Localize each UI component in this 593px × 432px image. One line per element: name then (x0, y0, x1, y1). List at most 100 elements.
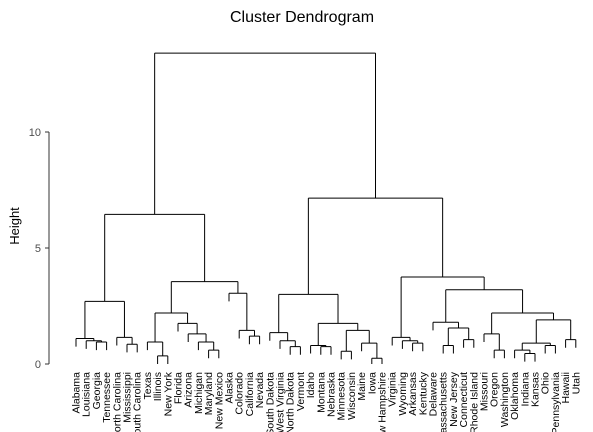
merge-branch (238, 329, 255, 339)
merge-branch (75, 337, 95, 347)
leaf-label: Nebraska (326, 372, 338, 417)
leaf-label: California (244, 372, 256, 417)
leaf-label: New Jersey (448, 371, 460, 427)
leaf-label: Alabama (71, 372, 83, 414)
leaf-label: Wisconsin (346, 372, 358, 420)
merge-branch (170, 281, 239, 313)
leaf-label: Michigan (193, 372, 205, 414)
leaf-label: Pennsylvania (550, 372, 562, 432)
leaf-label: Colorado (234, 372, 246, 415)
merge-branch (463, 339, 475, 348)
merge-branch (345, 329, 370, 352)
leaf-label: New Hampshire (377, 372, 389, 432)
merge-branch (483, 333, 500, 351)
leaf-label: Oregon (489, 372, 501, 407)
merge-branch (401, 340, 419, 349)
merge-branch (514, 349, 531, 359)
merge-branch (104, 213, 206, 302)
merge-branch (491, 312, 554, 334)
merge-branch (361, 342, 378, 359)
dendrogram-branches (75, 52, 577, 364)
merge-branch (279, 340, 296, 349)
merge-branch (116, 336, 133, 346)
leaf-label: Utah (570, 372, 582, 394)
leaf-label: Vermont (295, 372, 307, 411)
merge-branch (95, 341, 108, 351)
y-axis: 0 5 10 (29, 127, 50, 371)
leaf-label: Idaho (305, 372, 317, 398)
leaf-label: Wyoming (397, 372, 409, 416)
leaf-label: North Carolina (111, 372, 123, 432)
merge-branch (371, 357, 383, 364)
leaf-label: Texas (142, 372, 154, 399)
merge-branch (126, 343, 138, 353)
merge-branch (307, 197, 444, 295)
leaf-label: Tennessee (101, 372, 113, 423)
merge-branch (432, 321, 459, 331)
merge-branch (228, 292, 248, 331)
merge-branch (340, 350, 352, 360)
leaf-label: New Mexico (213, 372, 225, 429)
leaf-label: Massachusetts (438, 372, 450, 432)
merge-branch (493, 349, 505, 359)
leaf-label: Indiana (519, 372, 531, 407)
y-axis-label: Height (7, 207, 22, 245)
leaf-label: Florida (173, 372, 185, 404)
leaf-label: Missouri (479, 372, 491, 411)
y-tick-label: 5 (35, 243, 41, 255)
leaf-label: Delaware (428, 372, 440, 417)
leaf-label: Rhode Island (468, 372, 480, 432)
leaf-label: Montana (315, 372, 327, 413)
merge-branch (400, 276, 485, 338)
merge-branch (391, 336, 411, 346)
leaf-label: Georgia (91, 372, 103, 410)
merge-branch (154, 52, 377, 215)
leaf-label: Virginia (387, 372, 399, 407)
merge-branch (248, 335, 261, 345)
merge-branch (208, 349, 220, 359)
leaf-label: Oklahoma (509, 372, 521, 420)
merge-branch (320, 346, 332, 355)
leaf-label: South Carolina (132, 372, 144, 432)
leaf-label: Ohio (540, 372, 552, 394)
merge-branch (524, 353, 536, 362)
merge-branch (544, 344, 556, 354)
leaf-label: Arizona (183, 372, 195, 408)
merge-branch (447, 327, 470, 346)
leaf-label: Maryland (203, 372, 215, 415)
merge-branch (146, 341, 164, 356)
merge-branch (445, 289, 524, 323)
leaf-label: North Dakota (285, 372, 297, 432)
merge-branch (157, 355, 169, 364)
merge-branch (565, 339, 577, 348)
leaf-label: Washington (499, 372, 511, 427)
merge-branch (521, 342, 551, 351)
leaf-label: Minnesota (336, 372, 348, 421)
leaf-label: Kentucky (417, 371, 429, 415)
leaf-label: Nevada (254, 372, 266, 408)
leaf-label: Kansas (530, 372, 542, 407)
leaf-label: Mississippi (122, 372, 134, 423)
merge-branch (154, 312, 189, 342)
leaf-label: Hawaii (560, 372, 572, 404)
chart-title: Cluster Dendrogram (230, 9, 374, 26)
merge-branch (442, 344, 454, 354)
y-tick-label: 10 (29, 127, 41, 139)
merge-branch (535, 319, 572, 344)
merge-branch (278, 293, 339, 333)
leaf-label: Iowa (366, 372, 378, 394)
merge-branch (197, 341, 215, 351)
merge-branch (412, 342, 424, 352)
merge-branch (84, 300, 125, 339)
leaf-label: Illinois (152, 372, 164, 401)
leaf-label: New York (162, 371, 174, 416)
leaf-label: Alaska (224, 372, 236, 404)
leaf-label: South Dakota (264, 372, 276, 432)
leaf-label: West Virginia (275, 372, 287, 432)
leaf-label: Maine (356, 372, 368, 401)
merge-branch (187, 333, 207, 342)
leaf-label: Louisiana (81, 372, 93, 417)
y-tick-label: 0 (35, 359, 41, 371)
merge-branch (317, 322, 359, 346)
